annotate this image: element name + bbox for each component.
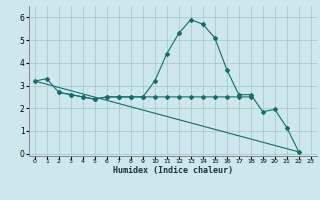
X-axis label: Humidex (Indice chaleur): Humidex (Indice chaleur) bbox=[113, 166, 233, 175]
